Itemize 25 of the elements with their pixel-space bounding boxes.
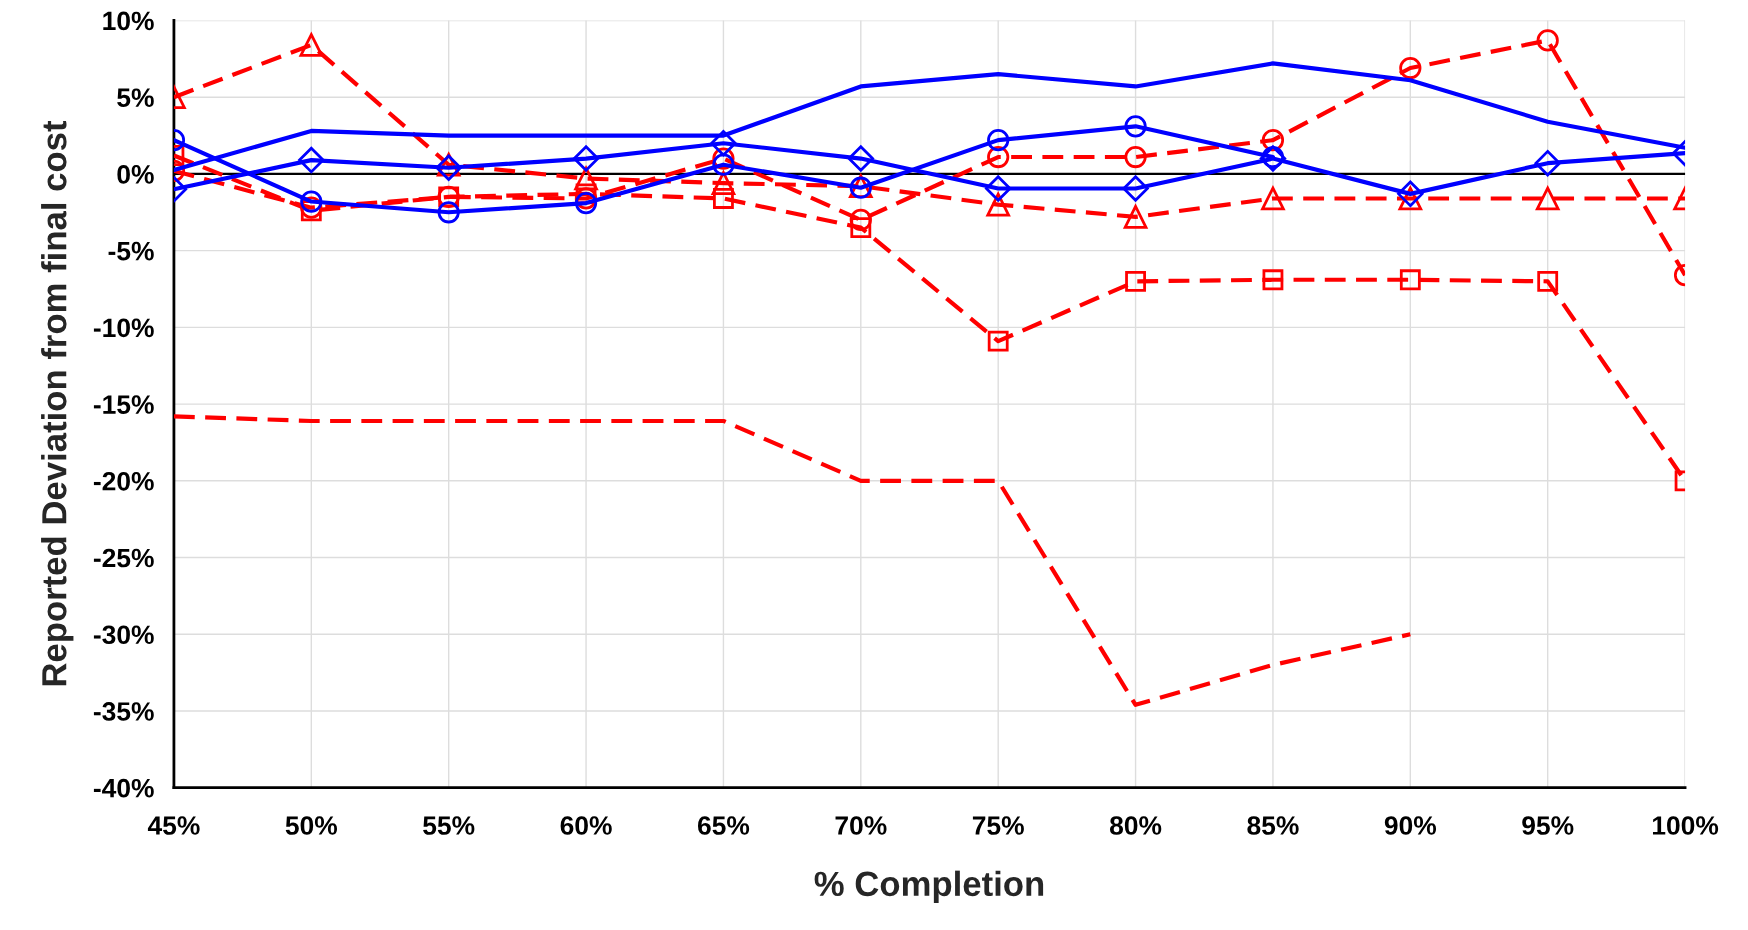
x-tick-label: 75%: [972, 816, 1024, 835]
y-tick-label: -40%: [93, 778, 154, 798]
x-tick-label: 65%: [697, 816, 750, 835]
x-tick-label: 55%: [423, 816, 475, 835]
x-tick-label: 100%: [1652, 816, 1719, 835]
y-tick-label: -35%: [93, 702, 154, 721]
x-tick-label: 70%: [835, 816, 887, 835]
y-axis-title: Reported Deviation from final cost: [41, 120, 74, 686]
x-tick-label: 45%: [147, 816, 200, 835]
x-tick-label: 60%: [560, 816, 612, 835]
y-tick-label: -25%: [93, 548, 154, 568]
x-tick-label: 95%: [1522, 816, 1574, 835]
y-tick-label: 10%: [103, 11, 154, 31]
y-tick-label: 5%: [117, 88, 154, 108]
y-tick-label: -20%: [93, 471, 154, 491]
y-tick-label: -5%: [108, 241, 154, 261]
y-tick-label: -15%: [93, 395, 154, 414]
x-tick-label: 85%: [1247, 816, 1299, 835]
x-tick-label: 80%: [1109, 816, 1162, 835]
y-tick-label: 0%: [117, 165, 154, 184]
y-tick-label: -10%: [93, 318, 154, 338]
x-axis-title: % Completion: [814, 870, 1044, 904]
y-tick-label: -30%: [93, 625, 154, 645]
x-tick-label: 50%: [285, 816, 338, 835]
x-tick-label: 90%: [1384, 816, 1437, 835]
